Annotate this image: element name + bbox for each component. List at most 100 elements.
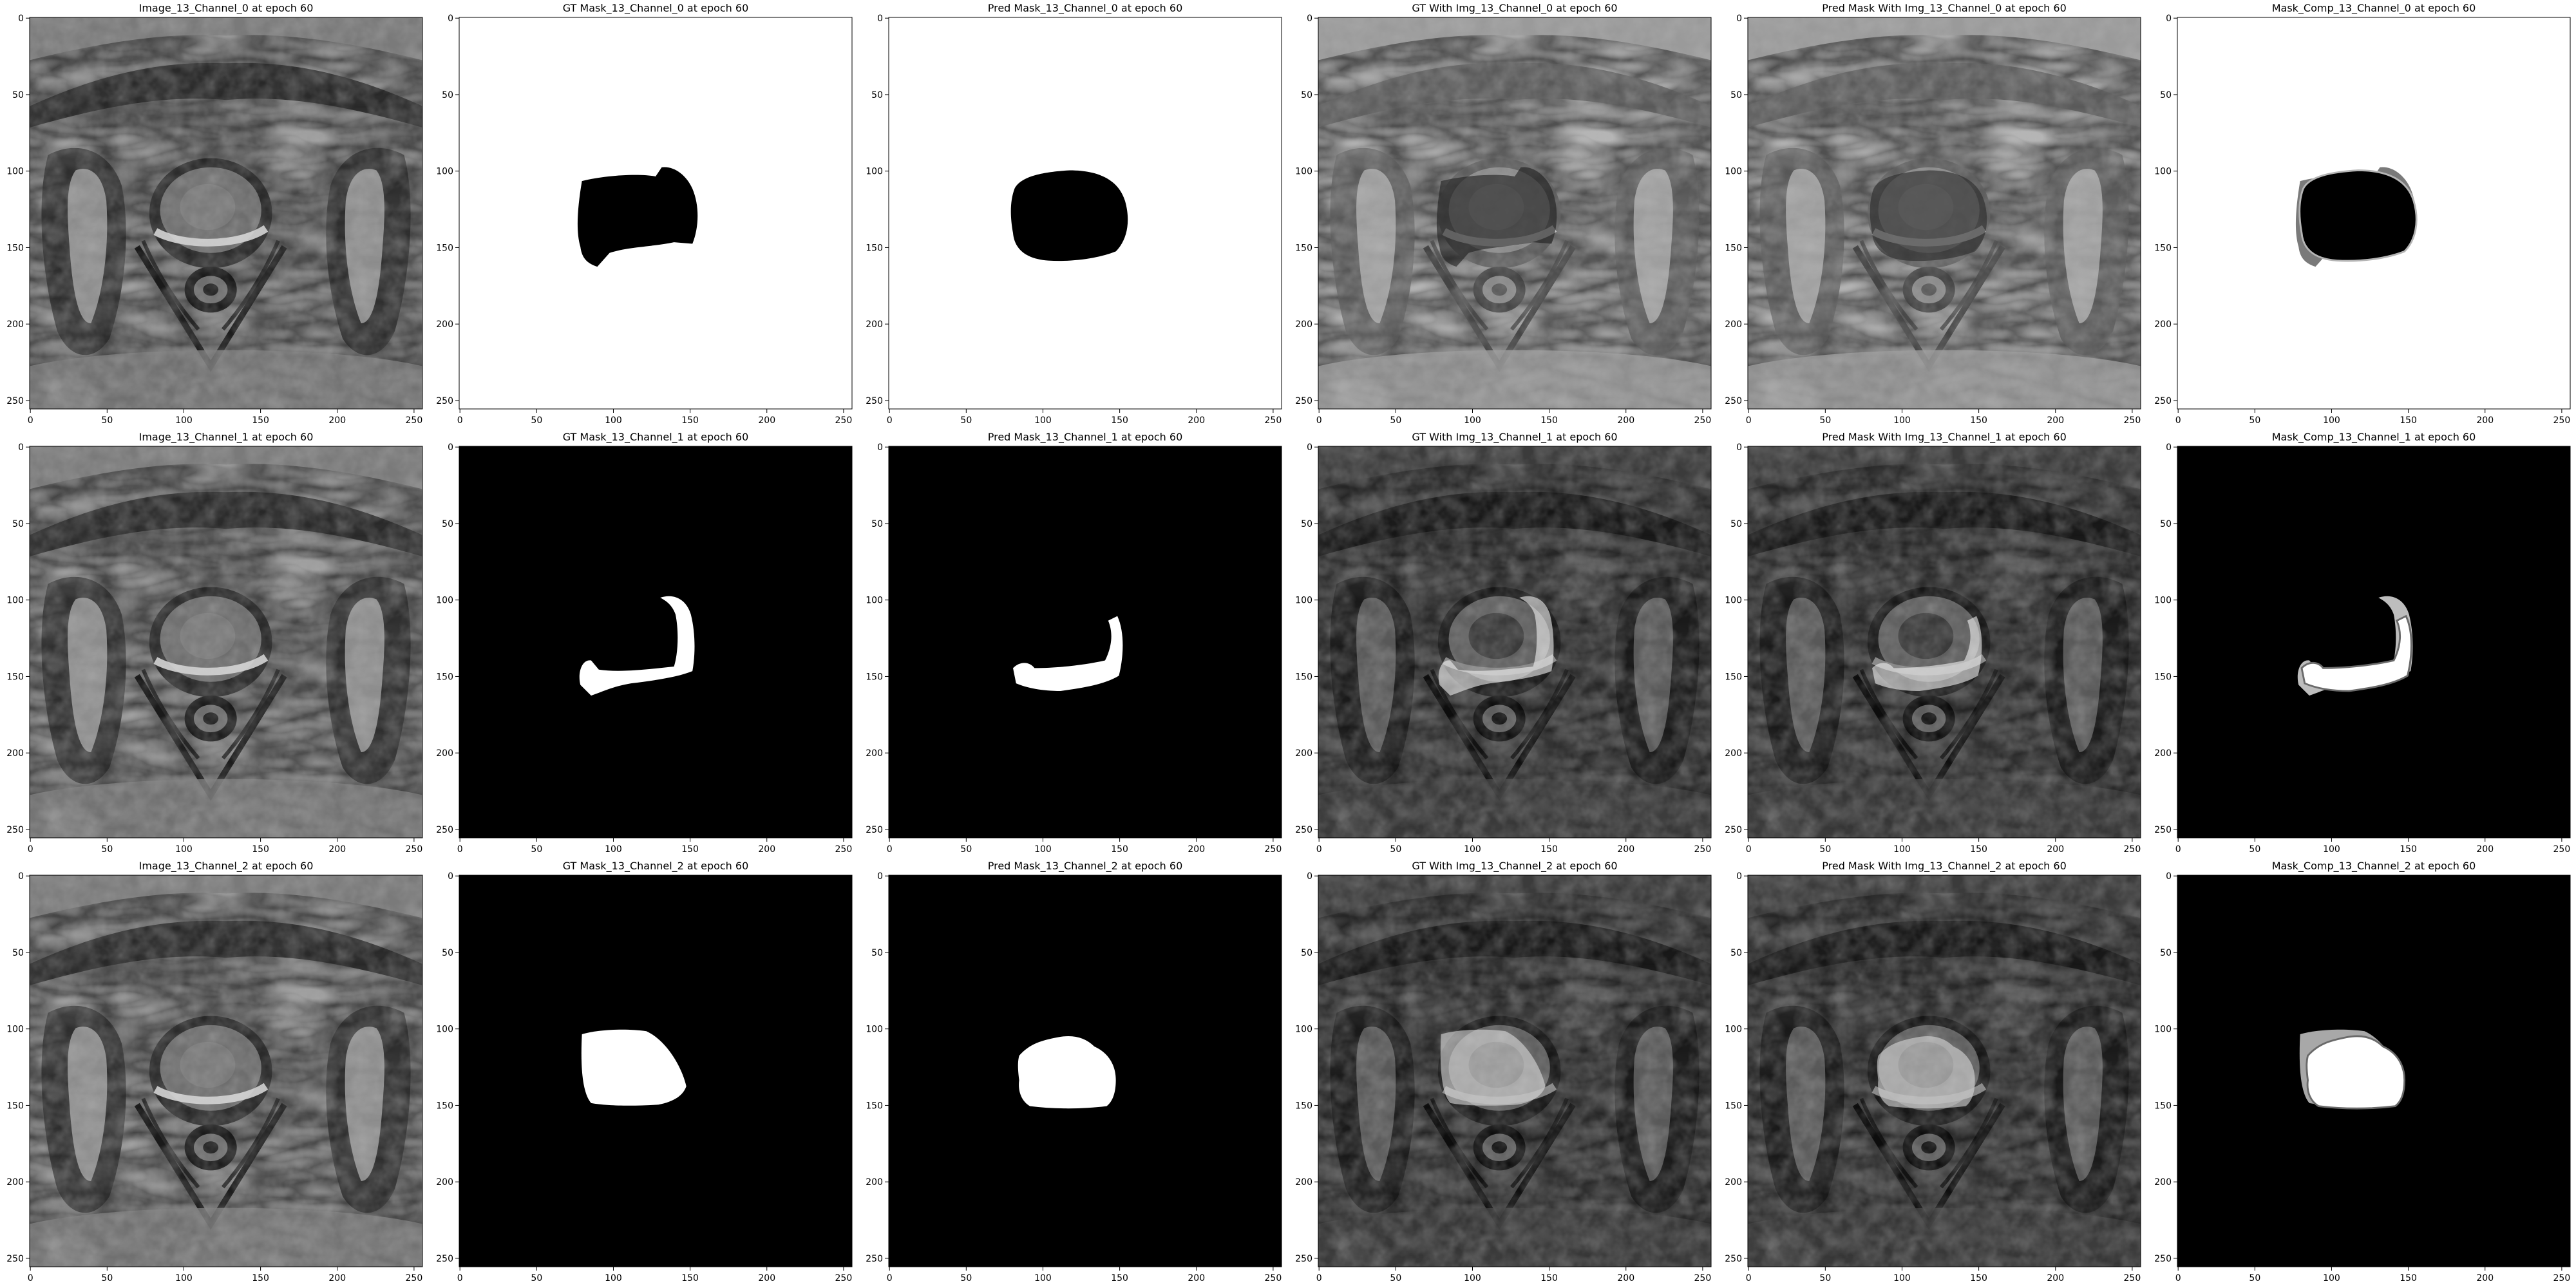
panel-image: [889, 446, 1282, 838]
y-tick-label: 100: [436, 1025, 453, 1035]
panel-title: Image_13_Channel_2 at epoch 60: [139, 860, 314, 873]
panel-title: Pred Mask With Img_13_Channel_1 at epoch…: [1822, 431, 2067, 444]
y-tick-label: 100: [1725, 1025, 1742, 1035]
x-tick-label: 200: [1188, 844, 1205, 855]
axes-frame: [29, 17, 423, 410]
x-tick-label: 0: [1746, 844, 1752, 855]
x-tick-label: 200: [2476, 1273, 2494, 1283]
x-tick-label: 150: [2400, 1273, 2417, 1283]
panel-image: [459, 17, 852, 409]
y-tick-label: 100: [2154, 1025, 2172, 1035]
y-tick-label: 200: [1295, 748, 1312, 759]
axes-frame: [2177, 446, 2571, 838]
y-tick-label: 0: [1307, 442, 1312, 453]
y-tick-label: 100: [2154, 167, 2172, 177]
panel-1-0: Image_13_Channel_1 at epoch 60 0 50 100 150 2…: [6, 431, 423, 855]
x-tick-label: 0: [1316, 844, 1322, 855]
x-tick-label: 150: [252, 844, 269, 855]
y-tick-label: 0: [448, 442, 453, 453]
x-tick-label: 100: [1464, 844, 1481, 855]
x-tick-label: 100: [2323, 415, 2340, 426]
y-tick-label: 0: [1307, 871, 1312, 882]
x-tick-label: 200: [328, 844, 346, 855]
mask-overlay: [1877, 1036, 1975, 1109]
overlap-edge: [2306, 1035, 2406, 1110]
pred-region: [2299, 170, 2417, 261]
x-tick-label: 100: [605, 415, 622, 426]
panel-2-5: Mask_Comp_13_Channel_2 at epoch 60 0 50 100…: [2154, 860, 2571, 1283]
x-tick-label: 100: [1893, 415, 1911, 426]
x-tick-label: 0: [2175, 844, 2181, 855]
x-tick-label: 250: [2124, 1273, 2141, 1283]
x-tick-label: 100: [605, 1273, 622, 1283]
panel-title: GT With Img_13_Channel_1 at epoch 60: [1412, 431, 1617, 444]
x-tick-label: 150: [2400, 415, 2417, 426]
axes-frame: [29, 446, 423, 838]
panel-title: GT Mask_13_Channel_2 at epoch 60: [563, 860, 749, 873]
x-tick-label: 250: [1265, 844, 1282, 855]
panel-0-3: GT With Img_13_Channel_0 at epoch 60 0 50 1…: [1295, 2, 1712, 426]
y-tick-label: 100: [1295, 1025, 1312, 1035]
x-tick-label: 200: [758, 844, 775, 855]
panel-image: [459, 446, 852, 838]
y-tick-label: 200: [866, 748, 883, 759]
x-tick-label: 250: [2553, 1273, 2571, 1283]
y-tick-label: 50: [1730, 519, 1742, 529]
y-tick-label: 50: [871, 948, 883, 958]
y-tick-label: 150: [1725, 672, 1742, 682]
panel-image: [2177, 17, 2570, 409]
panel-1-3: GT With Img_13_Channel_1 at epoch 60 0 50 1…: [1295, 431, 1712, 855]
x-tick-label: 50: [960, 1273, 972, 1283]
x-tick-label: 200: [1617, 1273, 1634, 1283]
x-tick-label: 200: [328, 1273, 346, 1283]
x-tick-label: 250: [835, 844, 853, 855]
y-tick-label: 250: [436, 396, 453, 406]
x-tick-label: 250: [406, 844, 423, 855]
x-tick-label: 250: [2124, 415, 2141, 426]
y-tick-label: 250: [1725, 396, 1742, 406]
y-tick-label: 250: [866, 825, 883, 835]
y-tick-label: 50: [871, 519, 883, 529]
x-tick-label: 0: [2175, 1273, 2181, 1283]
panel-image: [2177, 446, 2570, 838]
panel-2-4: Pred Mask With Img_13_Channel_2 at epoch…: [1725, 860, 2141, 1283]
axes-frame: [888, 17, 1282, 410]
y-tick-label: 100: [1295, 596, 1312, 606]
x-tick-label: 200: [2047, 415, 2064, 426]
y-tick-label: 200: [6, 319, 24, 330]
mask-overlay: [1872, 616, 1982, 691]
y-tick-label: 50: [442, 90, 453, 100]
x-tick-label: 0: [1746, 1273, 1752, 1283]
x-tick-label: 250: [1694, 1273, 1712, 1283]
y-tick-label: 100: [436, 596, 453, 606]
panels-root: Image_13_Channel_0 at epoch 60 0 50 100 150 2…: [6, 2, 2571, 1283]
y-tick-label: 200: [2154, 1177, 2172, 1188]
y-tick-label: 50: [1301, 948, 1312, 958]
y-tick-label: 200: [6, 1177, 24, 1188]
axes-frame: [888, 875, 1282, 1267]
x-tick-label: 200: [1617, 415, 1634, 426]
y-tick-label: 150: [866, 1101, 883, 1111]
y-tick-label: 100: [1295, 167, 1312, 177]
x-tick-label: 0: [1746, 415, 1752, 426]
y-tick-label: 150: [866, 243, 883, 253]
x-tick-label: 150: [1111, 844, 1128, 855]
x-tick-label: 100: [1464, 1273, 1481, 1283]
y-tick-label: 200: [1725, 319, 1742, 330]
y-tick-label: 250: [6, 1254, 24, 1264]
x-tick-label: 50: [960, 844, 972, 855]
y-tick-label: 0: [1736, 871, 1742, 882]
y-tick-label: 50: [1301, 519, 1312, 529]
y-tick-label: 50: [2160, 519, 2172, 529]
y-tick-label: 100: [6, 167, 24, 177]
y-tick-label: 0: [448, 871, 453, 882]
mask-overlay: [1870, 170, 1987, 261]
panel-1-4: Pred Mask With Img_13_Channel_1 at epoch…: [1725, 431, 2141, 855]
y-tick-label: 150: [2154, 243, 2172, 253]
x-tick-label: 200: [1188, 415, 1205, 426]
x-tick-label: 200: [758, 1273, 775, 1283]
panel-title: GT Mask_13_Channel_0 at epoch 60: [563, 2, 749, 15]
x-tick-label: 100: [175, 415, 193, 426]
y-tick-label: 250: [866, 1254, 883, 1264]
x-tick-label: 50: [2249, 1273, 2260, 1283]
